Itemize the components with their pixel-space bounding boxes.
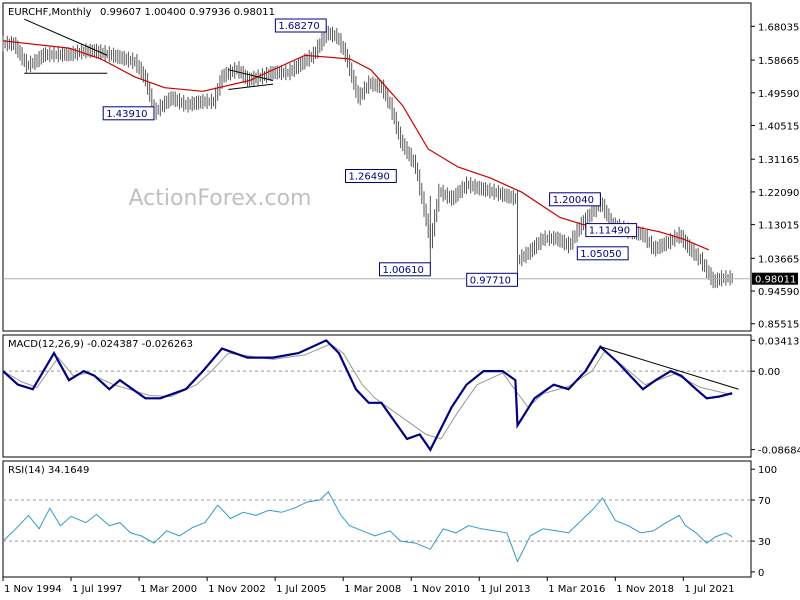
x-tick-label: 1 Nov 2018 xyxy=(616,584,674,595)
rsi-y-axis: 100 70 30 0 xyxy=(751,465,777,579)
macd-lines xyxy=(2,339,739,452)
x-tick-label: 1 Jul 2005 xyxy=(276,584,326,595)
macd-y-tick-label: 0.00 xyxy=(758,367,780,378)
rsi-y-tick-label: 0 xyxy=(758,568,764,579)
price-annotation-label: 1.00610 xyxy=(383,265,424,276)
price-y-tick-label: 1.49590 xyxy=(758,89,799,100)
price-y-tick-label: 1.58665 xyxy=(758,56,799,67)
macd-panel-title: MACD(12,26,9) -0.024387 -0.026263 xyxy=(8,339,193,350)
x-tick-label: 1 Jul 2021 xyxy=(684,584,734,595)
price-annotation-box xyxy=(345,169,397,183)
price-y-tick-label: 1.13015 xyxy=(758,221,799,232)
price-y-axis: 1.68035 1.58665 1.49590 1.40515 1.31165 1.220… xyxy=(751,22,799,331)
macd-panel: MACD(12,26,9) -0.024387 -0.026263 0.0341… xyxy=(2,334,800,458)
x-tick-label: 1 Jul 2013 xyxy=(480,584,530,595)
price-y-tick-label: 1.40515 xyxy=(758,121,799,132)
price-annotation-label: 1.11490 xyxy=(589,226,630,237)
price-annotation-box xyxy=(274,18,327,33)
price-annotation-label: 1.68270 xyxy=(278,21,319,32)
price-annotation-box xyxy=(576,246,629,261)
rsi-series xyxy=(2,490,733,563)
rsi-y-tick-label: 70 xyxy=(758,496,771,507)
rsi-line xyxy=(2,490,733,563)
price-annotation-label: 1.05050 xyxy=(580,249,621,260)
x-tick-label: 1 Nov 2010 xyxy=(412,584,470,595)
price-y-tick-label: 1.22090 xyxy=(758,188,799,199)
x-tick-label: 1 Nov 2002 xyxy=(208,584,266,595)
x-tick-label: 1 Nov 1994 xyxy=(4,584,62,595)
price-y-tick-label: 0.85515 xyxy=(758,320,799,331)
macd-y-tick-label: -0.086849 xyxy=(758,446,800,457)
price-y-tick-label: 1.03665 xyxy=(758,254,799,265)
rsi-y-tick-label: 100 xyxy=(758,465,777,476)
rsi-panel: RSI(14) 34.1649 100 70 30 0 xyxy=(2,460,777,579)
last-price-label: 0.98011 xyxy=(755,275,796,286)
x-tick-label: 1 Mar 2016 xyxy=(548,584,605,595)
watermark: ActionForex.com xyxy=(129,186,312,211)
price-trendlines xyxy=(3,18,751,280)
trendline xyxy=(228,83,274,91)
macd-signal-series xyxy=(2,343,733,440)
price-annotations: 1.68270 1.43910 1.26490 1.00610 0.97710 1.200… xyxy=(102,18,638,287)
macd-y-axis: 0.034137 0.00 -0.086849 xyxy=(751,336,800,457)
x-axis: 1 Nov 1994 1 Jul 1997 1 Mar 2000 1 Nov 2002… xyxy=(2,577,735,595)
price-panel: ActionForex.com EURCHF,Monthly 0.99607 1… xyxy=(2,2,799,332)
price-annotation-box xyxy=(585,223,638,238)
macd-y-tick-label: 0.034137 xyxy=(758,336,800,347)
macd-main-series xyxy=(2,339,733,452)
price-annotation-box xyxy=(102,106,155,121)
price-annotation-box xyxy=(466,272,519,287)
price-annotation-label: 1.43910 xyxy=(106,109,147,120)
last-price-tag xyxy=(752,272,798,285)
price-y-tick-label: 1.31165 xyxy=(758,155,799,166)
x-tick-label: 1 Jul 1997 xyxy=(72,584,122,595)
x-tick-label: 1 Mar 2000 xyxy=(140,584,197,595)
macd-trendline xyxy=(600,346,739,390)
price-annotation-label: 1.26490 xyxy=(349,172,390,183)
price-panel-title: EURCHF,Monthly xyxy=(8,7,92,18)
price-annotation-label: 0.97710 xyxy=(470,275,511,286)
x-tick-label: 1 Mar 2008 xyxy=(344,584,401,595)
rsi-gridlines xyxy=(3,499,751,542)
price-y-tick-label: 0.94590 xyxy=(758,287,799,298)
price-panel-ohlc: 0.99607 1.00400 0.97936 0.98011 xyxy=(100,7,275,18)
price-annotation-box xyxy=(379,262,431,277)
rsi-panel-title: RSI(14) 34.1649 xyxy=(8,465,89,476)
price-annotation-box xyxy=(549,192,601,207)
price-y-tick-label: 1.68035 xyxy=(758,22,799,33)
trendline xyxy=(228,69,274,81)
trendline xyxy=(24,18,108,56)
rsi-y-tick-label: 30 xyxy=(758,537,771,548)
price-annotation-label: 1.20040 xyxy=(553,195,594,206)
